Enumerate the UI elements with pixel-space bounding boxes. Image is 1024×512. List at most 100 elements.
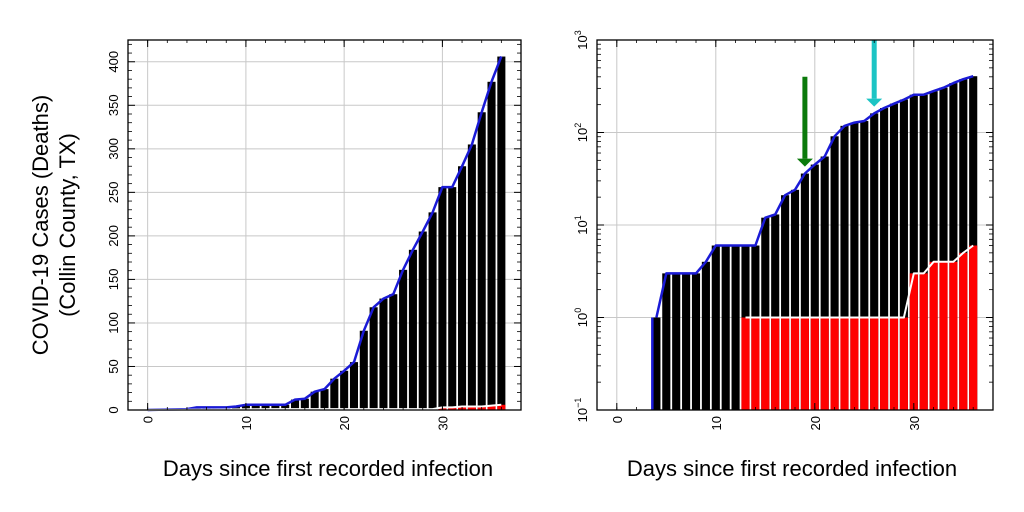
deaths-bar xyxy=(830,317,839,410)
cases-bar xyxy=(949,83,958,410)
cases-bar xyxy=(701,261,710,410)
deaths-bar xyxy=(949,261,958,410)
cases-bar xyxy=(349,362,359,410)
cases-bar xyxy=(477,112,486,411)
cases-bar xyxy=(232,406,241,410)
cases-bar xyxy=(870,113,879,411)
cases-bar xyxy=(399,269,408,410)
cases-bar xyxy=(860,121,869,410)
cases-bar xyxy=(682,273,691,410)
y-tick-label: 100 xyxy=(106,312,121,334)
deaths-bar xyxy=(810,317,819,410)
cases-bar xyxy=(251,404,260,410)
deaths-bar xyxy=(969,245,978,410)
cases-bar xyxy=(761,217,770,410)
x-axis-label-right: Days since first recorded infection xyxy=(626,456,958,481)
cases-bar xyxy=(899,99,908,410)
deaths-bar xyxy=(800,317,809,410)
y-tick-label: 300 xyxy=(106,138,121,160)
x-tick-label: 20 xyxy=(808,416,823,430)
cases-bar xyxy=(428,212,437,410)
x-tick-label: 20 xyxy=(337,416,352,430)
cases-bar xyxy=(939,87,948,410)
x-tick-label: 0 xyxy=(141,416,156,423)
cases-bar xyxy=(487,81,496,410)
deaths-bar xyxy=(860,317,869,410)
deaths-bar xyxy=(741,317,750,410)
y-tick-label: 200 xyxy=(106,225,121,247)
cases-bar xyxy=(919,94,928,411)
cases-bar xyxy=(731,245,740,410)
deaths-bar xyxy=(820,317,829,410)
cases-bar xyxy=(497,56,506,411)
cases-bar xyxy=(672,273,681,410)
x-tick-label: 10 xyxy=(709,416,724,430)
deaths-bar xyxy=(959,252,968,410)
y-tick-label: 150 xyxy=(106,269,121,291)
cases-bar xyxy=(438,187,447,410)
y-tick-label: 50 xyxy=(106,359,121,373)
y-tick-label: 100 xyxy=(573,308,590,327)
cases-bar xyxy=(379,298,388,410)
cases-bar xyxy=(721,245,730,410)
cases-bar xyxy=(711,245,720,410)
cases-bar xyxy=(310,391,319,410)
cases-bar xyxy=(320,389,329,410)
x-axis-label-left: Days since first recorded infection xyxy=(162,456,494,481)
cases-bar xyxy=(467,144,476,410)
cases-bar xyxy=(408,249,417,410)
x-tick-label: 10 xyxy=(239,416,254,430)
annotation-arrow-head xyxy=(866,98,883,107)
cases-bar xyxy=(662,273,671,410)
cases-bar xyxy=(909,94,918,411)
x-tick-label: 30 xyxy=(907,416,922,430)
x-tick-label: 0 xyxy=(610,416,625,423)
y-axis-label-line-1: COVID-19 Cases (Deaths) xyxy=(28,94,53,356)
cases-bar xyxy=(790,189,800,410)
deaths-bar xyxy=(889,317,899,410)
cases-bar xyxy=(889,103,899,410)
cases-bar xyxy=(880,108,889,411)
cases-bar xyxy=(359,330,368,410)
cases-bar xyxy=(340,370,349,410)
cases-bar xyxy=(800,173,809,410)
cases-bar xyxy=(810,164,819,410)
deaths-line xyxy=(745,244,974,319)
y-tick-label: 102 xyxy=(573,123,590,142)
y-tick-label: 10−1 xyxy=(573,398,590,423)
cases-bar xyxy=(820,156,829,410)
deaths-bar xyxy=(448,407,457,410)
y-axis-label-line-2: (Collin County, TX) xyxy=(55,133,80,317)
cases-bar xyxy=(959,79,968,411)
deaths-bar xyxy=(880,317,889,410)
deaths-bar xyxy=(939,261,948,410)
deaths-bar xyxy=(487,405,496,410)
cases-bar xyxy=(771,214,780,410)
deaths-bar xyxy=(899,317,908,410)
cases-bar xyxy=(330,378,339,410)
cases-bar xyxy=(458,166,467,410)
y-tick-label: 350 xyxy=(106,94,121,116)
y-axis-label: COVID-19 Cases (Deaths) (Collin County, … xyxy=(14,40,94,410)
deaths-bar xyxy=(790,317,800,410)
cases-bar xyxy=(389,294,398,410)
deaths-bar xyxy=(771,317,780,410)
deaths-bar xyxy=(840,317,849,410)
y-tick-label: 101 xyxy=(573,215,590,234)
deaths-bar xyxy=(909,273,918,410)
cases-bar xyxy=(850,122,859,411)
cases-bar xyxy=(929,91,938,410)
deaths-bar xyxy=(467,406,476,410)
deaths-bar xyxy=(781,317,790,410)
y-tick-label: 0 xyxy=(106,406,121,413)
deaths-bar xyxy=(919,273,928,410)
y-tick-label: 400 xyxy=(106,51,121,73)
deaths-bar xyxy=(929,261,938,410)
panel-2: 0 10 20 30 10−1 100 101 102 103 xyxy=(573,30,994,430)
y-tick-label: 250 xyxy=(106,182,121,204)
cases-bar xyxy=(781,195,790,410)
y-tick-label: 103 xyxy=(573,30,590,49)
cases-bar xyxy=(830,136,839,410)
deaths-bar xyxy=(870,317,879,410)
